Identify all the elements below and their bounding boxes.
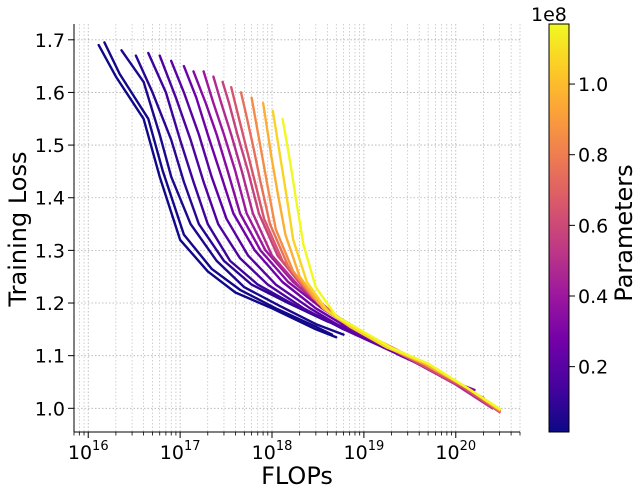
x-axis-ticks: 1016 1017 1018 1019 1020 <box>68 432 521 464</box>
y-tick-label: 1.1 <box>35 346 65 368</box>
grid-lines <box>73 24 521 432</box>
colorbar: 0.2 0.4 0.6 0.8 1.0 1e8 Parameters <box>531 4 638 433</box>
y-axis-ticks: 1.0 1.1 1.2 1.3 1.4 1.5 1.6 1.7 <box>35 30 74 420</box>
y-tick-label: 1.4 <box>35 188 65 210</box>
x-tick-label: 1019 <box>344 439 385 464</box>
series-line-16 <box>261 101 501 412</box>
y-tick-label: 1.7 <box>35 30 65 52</box>
series-line-6 <box>158 54 389 349</box>
x-tick-label: 1018 <box>252 439 293 464</box>
series-line-7 <box>170 59 426 368</box>
colorbar-tick-label: 0.8 <box>578 145 608 167</box>
colorbar-offset-text: 1e8 <box>531 4 567 26</box>
series-line-4 <box>134 54 357 334</box>
colorbar-tick-label: 0.6 <box>578 215 608 237</box>
y-axis-label: Training Loss <box>4 152 32 308</box>
y-tick-label: 1.5 <box>35 135 65 157</box>
y-tick-label: 1.6 <box>35 82 65 104</box>
colorbar-tick-label: 0.4 <box>578 286 608 308</box>
series-line-15 <box>250 96 501 412</box>
series-line-3 <box>120 49 345 336</box>
series-layer <box>97 41 501 414</box>
x-tick-label: 1020 <box>435 439 476 464</box>
x-axis-label: FLOPs <box>261 462 333 490</box>
y-tick-label: 1.2 <box>35 293 65 315</box>
series-line-13 <box>230 86 501 414</box>
x-tick-label: 1016 <box>68 439 109 464</box>
colorbar-tick-label: 1.0 <box>578 74 608 96</box>
colorbar-ticks: 0.2 0.4 0.6 0.8 1.0 <box>569 74 608 379</box>
series-line-2 <box>103 41 334 336</box>
series-line-14 <box>239 91 501 413</box>
x-tick-label: 1017 <box>160 439 201 464</box>
y-tick-label: 1.3 <box>35 240 65 262</box>
colorbar-tick-label: 0.2 <box>578 357 608 379</box>
colorbar-gradient <box>548 23 570 433</box>
y-tick-label: 1.0 <box>35 398 65 420</box>
series-line-1 <box>97 43 338 339</box>
colorbar-label: Parameters <box>610 164 638 301</box>
series-line-8 <box>182 64 437 373</box>
series-line-18 <box>281 117 501 410</box>
